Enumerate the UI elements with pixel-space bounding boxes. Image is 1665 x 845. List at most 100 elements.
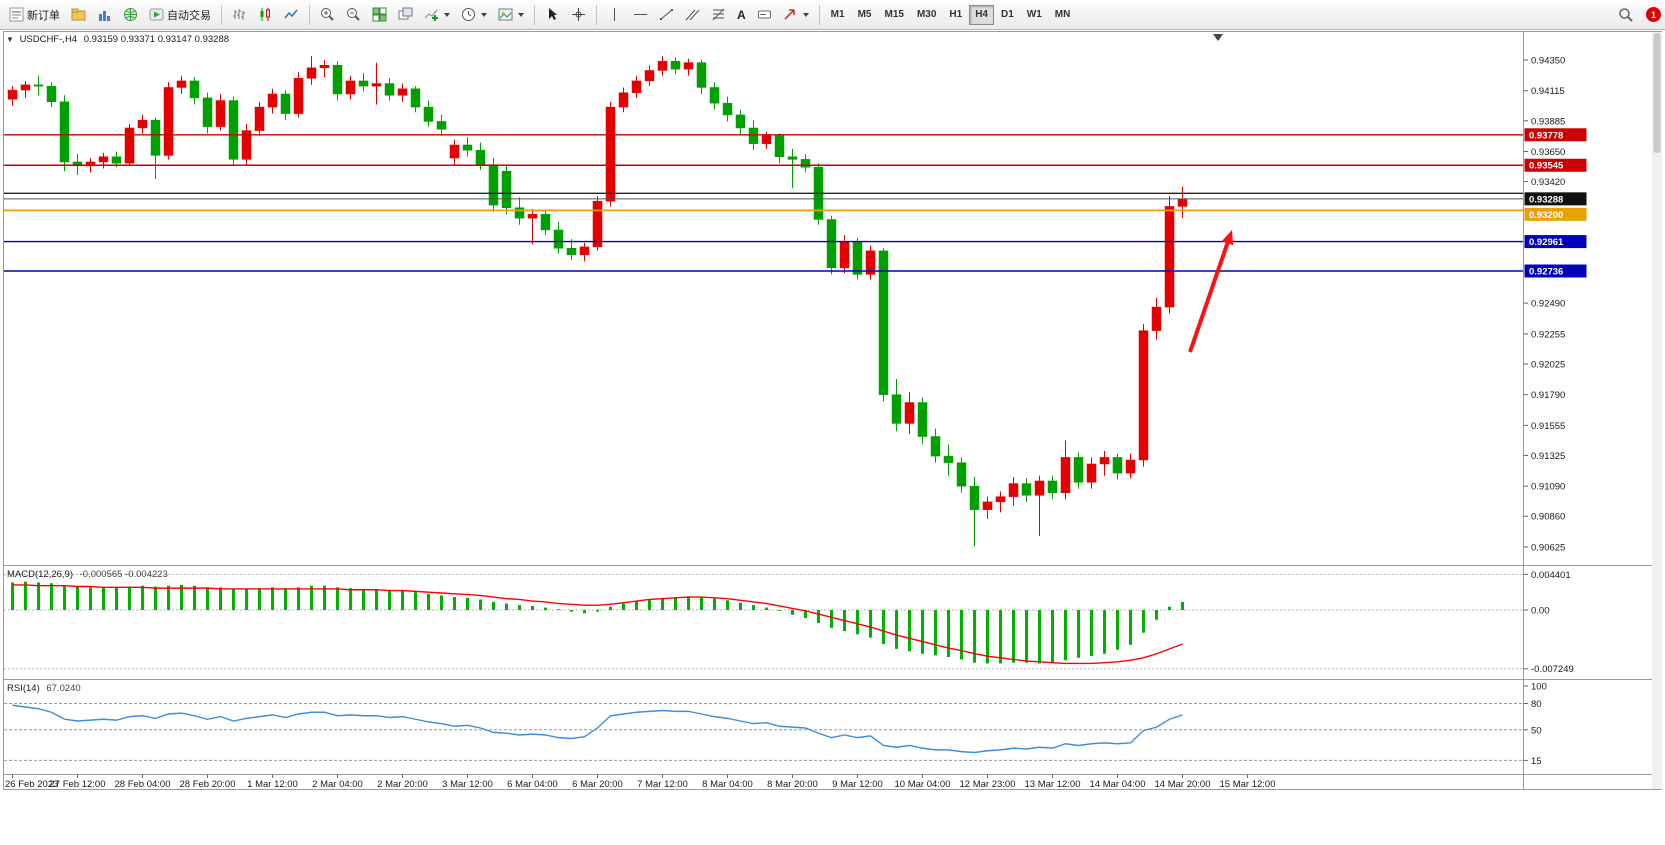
candle-body [995, 496, 1006, 503]
line-chart-button[interactable] [279, 3, 304, 27]
zoom-out-icon [346, 7, 361, 22]
navigator-button[interactable] [118, 3, 143, 27]
macd-axis-label: -0.007249 [1531, 664, 1574, 675]
candle-body [956, 462, 967, 487]
tile-windows-icon [372, 7, 387, 22]
timeframe-button-h4[interactable]: H4 [969, 4, 994, 25]
cascade-windows-icon [398, 7, 413, 22]
timeframe-button-w1[interactable]: W1 [1026, 9, 1042, 20]
timeframe-button-d1[interactable]: D1 [1000, 9, 1014, 20]
text-label-icon [757, 7, 772, 22]
candle-body [1073, 457, 1084, 483]
horizontal-line-tool-button[interactable] [628, 3, 653, 27]
channel-tool-button[interactable] [680, 3, 705, 27]
zoom-in-icon [320, 7, 335, 22]
arrows-tool-button[interactable] [778, 3, 814, 27]
label-tool-button[interactable] [752, 3, 777, 27]
chart-title: USDCHF-,H4 [19, 34, 78, 45]
trendline-icon [659, 7, 674, 22]
price-badge [1524, 264, 1587, 278]
rsi-label-bar: RSI(14) 67.0240 [7, 683, 81, 694]
autotrading-label: 自动交易 [167, 9, 211, 22]
timeframe-button-m15[interactable]: M15 [884, 9, 904, 20]
candle-body [514, 207, 525, 219]
horizontal-line-icon [633, 7, 648, 22]
time-label: 13 Mar 12:00 [1025, 779, 1081, 790]
rsi-value: 67.0240 [46, 683, 81, 694]
crosshair-icon [571, 7, 586, 22]
timeframe-button-m30[interactable]: M30 [916, 9, 937, 20]
cursor-button[interactable] [540, 3, 565, 27]
timeframe-button-m1[interactable]: M1 [830, 9, 845, 20]
trendline-tool-button[interactable] [654, 3, 679, 27]
notification-badge[interactable]: 1 [1646, 7, 1661, 22]
price-tick-label: 0.93885 [1531, 116, 1565, 127]
channel-icon [685, 7, 700, 22]
vertical-line-tool-button[interactable] [602, 3, 627, 27]
vertical-line-icon [607, 7, 622, 22]
tile-windows-button[interactable] [367, 3, 392, 27]
candle-body [124, 127, 135, 164]
candle-body [1047, 480, 1058, 493]
arrow-shaft[interactable] [1188, 235, 1232, 353]
price-badge-label: 0.92736 [1529, 266, 1563, 277]
crosshair-button[interactable] [566, 3, 591, 27]
candle-body [774, 135, 785, 157]
timeframe-button-h1[interactable]: H1 [949, 9, 963, 20]
scrollbar-thumb[interactable] [1653, 33, 1661, 153]
candle-body [1112, 457, 1123, 474]
periods-button[interactable] [456, 3, 492, 27]
zoom-out-button[interactable] [341, 3, 366, 27]
candle-body [982, 501, 993, 510]
candle-body [150, 119, 161, 156]
candle-body [267, 93, 278, 108]
candle-body [436, 121, 447, 130]
toolbar-separator [534, 4, 535, 25]
text-tool-button[interactable]: A [732, 3, 751, 27]
candle-body [475, 149, 486, 165]
candle-body [46, 85, 57, 103]
timeframe-button-mn[interactable]: MN [1054, 9, 1071, 20]
price-tick-label: 0.93420 [1531, 177, 1565, 188]
candle-body [670, 61, 681, 70]
time-label: 6 Mar 20:00 [572, 779, 623, 790]
new-order-label: 新订单 [27, 9, 60, 22]
cascade-windows-button[interactable] [393, 3, 418, 27]
candle-body [345, 80, 356, 95]
chart-expand-icon[interactable]: ▼ [6, 35, 14, 44]
search-button[interactable] [1613, 3, 1639, 27]
bar-chart-button[interactable] [227, 3, 252, 27]
time-label: 2 Mar 04:00 [312, 779, 363, 790]
candle-body [163, 87, 174, 156]
candlestick-chart-button[interactable] [253, 3, 278, 27]
candle-body [501, 170, 512, 208]
candle-body [579, 246, 590, 256]
indicators-button[interactable] [419, 3, 455, 27]
scrollbar [1652, 32, 1662, 789]
time-label: 15 Mar 12:00 [1220, 779, 1276, 790]
candle-body [306, 67, 317, 79]
arrow-shape-icon [783, 7, 798, 22]
candle-body [1164, 206, 1175, 308]
candle-body [1034, 480, 1045, 496]
templates-button[interactable] [493, 3, 529, 27]
template-image-icon [498, 7, 513, 22]
candle-body [410, 88, 421, 108]
market-watch-button[interactable] [92, 3, 117, 27]
chart-profiles-button[interactable] [66, 3, 91, 27]
timeframe-button-m5[interactable]: M5 [857, 9, 872, 20]
candle-body [1008, 483, 1019, 497]
chevron-down-icon [802, 12, 809, 17]
price-tick-label: 0.91325 [1531, 451, 1565, 462]
candle-body [1138, 330, 1149, 461]
autotrading-button[interactable]: 自动交易 [144, 3, 216, 27]
candle-body [33, 84, 44, 87]
new-order-button[interactable]: 新订单 [4, 3, 65, 27]
chart-frame [3, 31, 1662, 790]
fibonacci-tool-button[interactable] [706, 3, 731, 27]
time-label: 8 Mar 20:00 [767, 779, 818, 790]
bar-graph-icon [97, 7, 112, 22]
zoom-in-button[interactable] [315, 3, 340, 27]
macd-label-bar: MACD(12,26,9) -0.000565 -0.004223 [7, 569, 168, 580]
